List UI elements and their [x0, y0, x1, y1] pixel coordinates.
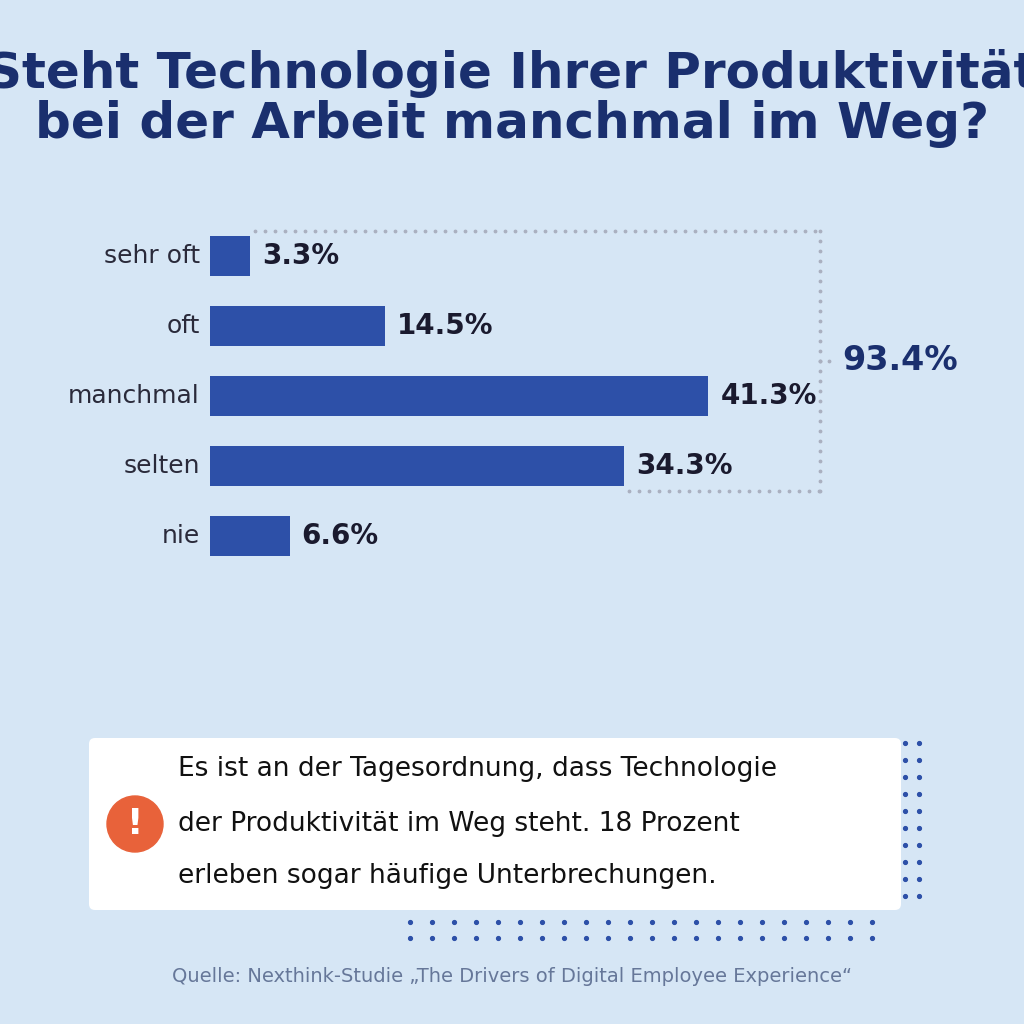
Text: erleben sogar häufige Unterbrechungen.: erleben sogar häufige Unterbrechungen. — [178, 863, 717, 889]
Text: Quelle: Nexthink-Studie „The Drivers of Digital Employee Experience“: Quelle: Nexthink-Studie „The Drivers of … — [172, 967, 852, 985]
Text: der Produktivität im Weg steht. 18 Prozent: der Produktivität im Weg steht. 18 Proze… — [178, 811, 739, 837]
Text: selten: selten — [124, 454, 200, 478]
Text: 34.3%: 34.3% — [636, 452, 732, 480]
FancyBboxPatch shape — [210, 376, 709, 416]
Text: 41.3%: 41.3% — [720, 382, 817, 410]
Text: 3.3%: 3.3% — [262, 242, 339, 270]
Text: manchmal: manchmal — [69, 384, 200, 408]
Text: 6.6%: 6.6% — [302, 522, 379, 550]
Text: Es ist an der Tagesordnung, dass Technologie: Es ist an der Tagesordnung, dass Technol… — [178, 756, 777, 782]
FancyBboxPatch shape — [89, 738, 901, 910]
Text: 14.5%: 14.5% — [397, 312, 494, 340]
Text: nie: nie — [162, 524, 200, 548]
Text: oft: oft — [167, 314, 200, 338]
FancyBboxPatch shape — [210, 306, 385, 346]
Text: bei der Arbeit manchmal im Weg?: bei der Arbeit manchmal im Weg? — [35, 100, 989, 148]
Text: sehr oft: sehr oft — [103, 244, 200, 268]
Text: 93.4%: 93.4% — [842, 344, 957, 378]
FancyBboxPatch shape — [210, 236, 250, 276]
FancyBboxPatch shape — [210, 516, 290, 556]
Circle shape — [106, 796, 163, 852]
Text: Steht Technologie Ihrer Produktivität: Steht Technologie Ihrer Produktivität — [0, 49, 1024, 98]
Text: !: ! — [127, 807, 143, 841]
FancyBboxPatch shape — [210, 446, 624, 486]
